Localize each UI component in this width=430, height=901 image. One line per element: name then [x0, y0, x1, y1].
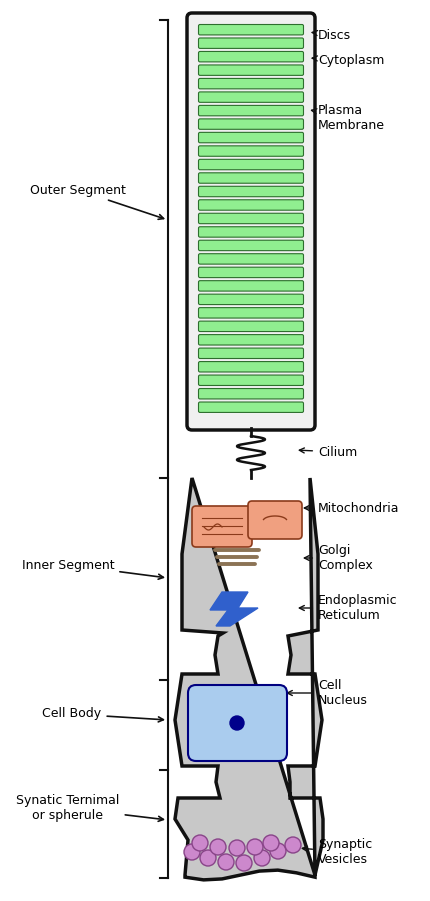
Text: Endoplasmic
Reticulum: Endoplasmic Reticulum [299, 594, 397, 622]
FancyBboxPatch shape [198, 51, 303, 62]
FancyBboxPatch shape [198, 268, 303, 278]
FancyBboxPatch shape [198, 334, 303, 345]
FancyBboxPatch shape [198, 388, 303, 399]
FancyBboxPatch shape [198, 187, 303, 196]
Circle shape [228, 840, 244, 856]
Circle shape [253, 850, 269, 866]
FancyBboxPatch shape [187, 685, 286, 761]
FancyBboxPatch shape [198, 281, 303, 291]
Circle shape [269, 843, 286, 859]
Circle shape [191, 835, 208, 851]
Circle shape [209, 839, 225, 855]
Polygon shape [175, 478, 322, 880]
Circle shape [218, 854, 233, 870]
Text: Cytoplasm: Cytoplasm [311, 53, 384, 67]
FancyBboxPatch shape [198, 214, 303, 223]
Circle shape [246, 839, 262, 855]
FancyBboxPatch shape [198, 24, 303, 35]
Circle shape [236, 855, 252, 871]
FancyBboxPatch shape [198, 159, 303, 169]
FancyBboxPatch shape [198, 307, 303, 318]
FancyBboxPatch shape [198, 375, 303, 386]
FancyBboxPatch shape [198, 146, 303, 156]
FancyBboxPatch shape [191, 506, 252, 547]
FancyBboxPatch shape [198, 294, 303, 305]
FancyBboxPatch shape [198, 78, 303, 89]
Text: Outer Segment: Outer Segment [30, 184, 163, 219]
Text: Cell Body: Cell Body [42, 707, 163, 722]
Text: Synatic Ternimal
or spherule: Synatic Ternimal or spherule [16, 794, 163, 822]
FancyBboxPatch shape [198, 227, 303, 237]
Circle shape [200, 850, 215, 866]
FancyBboxPatch shape [198, 65, 303, 76]
FancyBboxPatch shape [198, 132, 303, 142]
FancyBboxPatch shape [198, 402, 303, 413]
FancyBboxPatch shape [198, 92, 303, 103]
Circle shape [284, 837, 300, 853]
FancyBboxPatch shape [198, 241, 303, 250]
FancyBboxPatch shape [247, 501, 301, 539]
FancyBboxPatch shape [187, 13, 314, 430]
FancyBboxPatch shape [198, 361, 303, 372]
Circle shape [184, 844, 200, 860]
Text: Cell
Nucleus: Cell Nucleus [287, 679, 367, 707]
FancyBboxPatch shape [198, 200, 303, 210]
Circle shape [230, 716, 243, 730]
Polygon shape [209, 592, 258, 626]
FancyBboxPatch shape [198, 105, 303, 116]
FancyBboxPatch shape [198, 38, 303, 49]
Text: Inner Segment: Inner Segment [22, 559, 163, 579]
FancyBboxPatch shape [198, 254, 303, 264]
FancyBboxPatch shape [198, 119, 303, 130]
FancyBboxPatch shape [198, 321, 303, 332]
Text: Mitochondria: Mitochondria [304, 502, 399, 514]
Circle shape [262, 835, 278, 851]
FancyBboxPatch shape [198, 173, 303, 183]
Text: Cilium: Cilium [298, 445, 356, 459]
Text: Golgi
Complex: Golgi Complex [304, 544, 372, 572]
FancyBboxPatch shape [198, 348, 303, 359]
Text: Plasma
Membrane: Plasma Membrane [311, 104, 384, 132]
Text: Discs: Discs [311, 29, 350, 41]
Text: Synaptic
Vesicles: Synaptic Vesicles [301, 838, 372, 866]
